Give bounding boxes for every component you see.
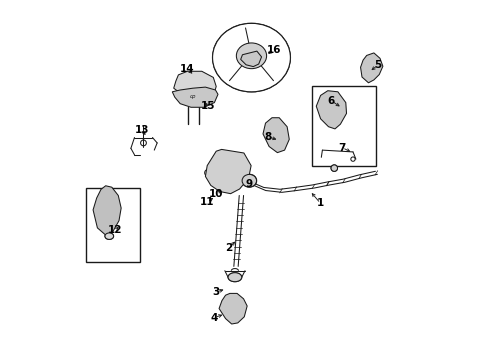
Text: 13: 13 <box>135 125 149 135</box>
Polygon shape <box>241 51 262 67</box>
Bar <box>312 86 376 166</box>
Text: 14: 14 <box>180 64 195 74</box>
Text: 9: 9 <box>245 179 252 189</box>
Text: 1: 1 <box>317 198 324 208</box>
Ellipse shape <box>236 43 267 69</box>
Text: 12: 12 <box>107 225 122 235</box>
Polygon shape <box>316 91 346 129</box>
Ellipse shape <box>105 233 114 239</box>
Ellipse shape <box>242 174 257 187</box>
Text: 10: 10 <box>209 189 223 199</box>
Text: 11: 11 <box>200 197 215 207</box>
Text: 5: 5 <box>374 60 382 70</box>
Polygon shape <box>93 186 121 235</box>
Bar <box>86 188 140 262</box>
Text: 16: 16 <box>267 45 281 55</box>
Text: 2: 2 <box>225 243 232 253</box>
Text: 3: 3 <box>212 287 219 297</box>
Ellipse shape <box>228 273 242 282</box>
Ellipse shape <box>213 23 291 92</box>
Polygon shape <box>263 118 289 153</box>
Polygon shape <box>174 71 216 95</box>
Text: 6: 6 <box>328 96 335 106</box>
Ellipse shape <box>331 165 338 171</box>
Text: 15: 15 <box>201 101 216 111</box>
Text: 7: 7 <box>339 143 346 153</box>
Text: 4: 4 <box>211 312 218 323</box>
Text: 8: 8 <box>265 132 272 142</box>
Polygon shape <box>172 87 218 107</box>
Polygon shape <box>219 293 247 324</box>
Polygon shape <box>361 53 383 83</box>
Text: cp: cp <box>190 94 196 99</box>
Polygon shape <box>205 149 251 194</box>
